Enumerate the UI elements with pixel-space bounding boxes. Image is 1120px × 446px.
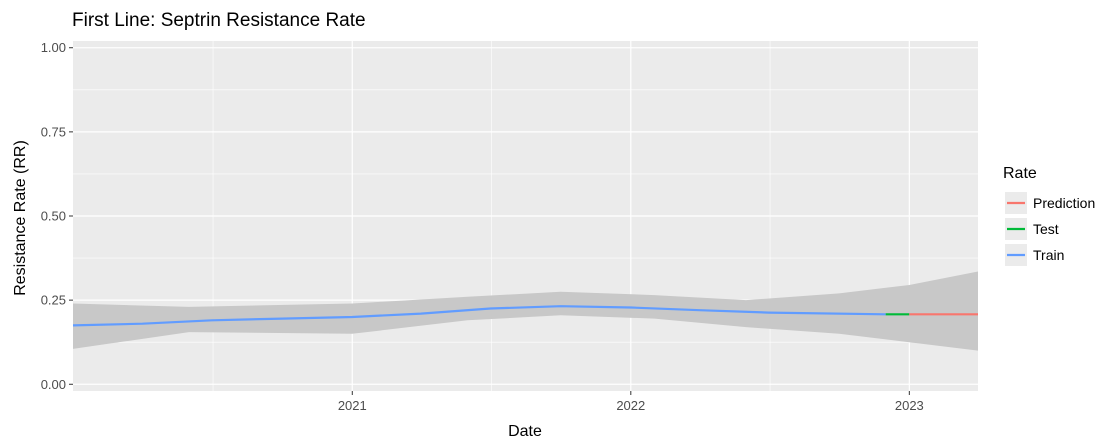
x-axis: 2021 2022 2023	[338, 391, 924, 413]
y-tick-label: 0.50	[41, 209, 66, 224]
y-axis: 0.00 0.25 0.50 0.75 1.00	[41, 40, 73, 392]
x-tick-label: 2022	[616, 398, 645, 413]
y-axis-title: Resistance Rate (RR)	[12, 140, 29, 296]
series-layer	[72, 305, 978, 327]
y-tick-label: 0.00	[41, 377, 66, 392]
legend-label-train: Train	[1033, 247, 1064, 263]
chart-title: First Line: Septrin Resistance Rate	[72, 10, 366, 31]
grid-minor	[73, 41, 978, 391]
confidence-ribbon	[73, 271, 978, 351]
x-tick-label: 2023	[895, 398, 924, 413]
y-tick-label: 0.25	[41, 293, 66, 308]
legend-label-test: Test	[1033, 221, 1059, 237]
x-axis-title: Date	[508, 423, 542, 440]
x-tick-label: 2021	[338, 398, 367, 413]
legend-label-prediction: Prediction	[1033, 195, 1095, 211]
confidence-ribbon-layer	[73, 271, 978, 351]
y-tick-label: 0.75	[41, 124, 66, 139]
legend: Rate Prediction Test Train	[1003, 165, 1095, 266]
series-line-train	[72, 305, 886, 327]
legend-title: Rate	[1003, 165, 1037, 182]
y-tick-label: 1.00	[41, 40, 66, 55]
grid-major	[73, 41, 978, 391]
